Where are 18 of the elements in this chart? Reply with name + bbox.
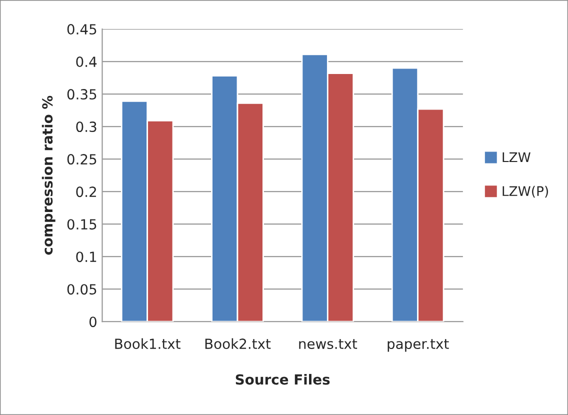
y-tick-label: 0.3 [76,122,96,132]
y-axis-title: compression ratio % [42,96,56,255]
x-tick-label: Book2.txt [205,338,271,350]
y-tick-label: 0.35 [67,89,96,100]
legend-label: LZW [502,152,530,162]
x-axis-title: Source Files [236,374,330,385]
x-tick-label: Book1.txt [115,338,180,350]
y-tick-label: 0.1 [76,252,96,262]
x-tick-label: paper.txt [388,339,449,352]
legend-label: LZW(P) [502,186,548,198]
y-tick-label: 0.05 [67,284,96,295]
y-tick-label: 0.15 [67,219,96,230]
y-tick-label: 0.4 [76,56,97,68]
y-tick-label: 0 [89,316,96,328]
y-tick-label: 0.45 [67,24,96,35]
y-tick-label: 0.25 [67,154,96,165]
y-tick-label: 0.2 [76,186,96,198]
x-tick-label: news.txt [299,339,358,350]
